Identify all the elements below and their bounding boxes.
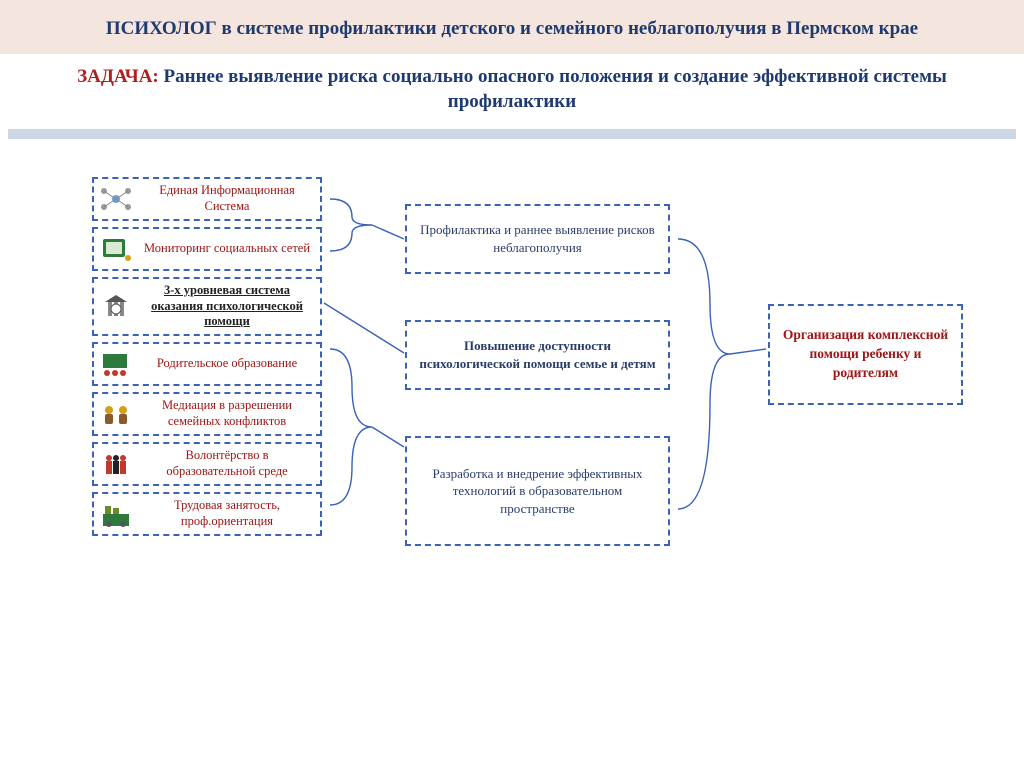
brace-mid-right [670, 204, 770, 544]
mid-label: Повышение доступности психологической по… [417, 337, 658, 372]
left-label: Волонтёрство в образовательной среде [140, 448, 314, 479]
crowd-icon [98, 448, 134, 480]
mid-label: Разработка и внедрение эффективных техно… [417, 465, 658, 518]
diagram-area: Единая Информационная Система Мониторинг… [0, 169, 1024, 729]
mid-box-access: Повышение доступности психологической по… [405, 320, 670, 390]
left-label: 3-х уровневая система оказания психологи… [140, 283, 314, 330]
factory-icon [98, 498, 134, 530]
board-icon [98, 348, 134, 380]
left-box-three-level: 3-х уровневая система оказания психологи… [92, 277, 322, 336]
task-text: Раннее выявление риска социально опасног… [164, 66, 947, 113]
left-box-monitoring: Мониторинг социальных сетей [92, 227, 322, 271]
screen-icon [98, 233, 134, 265]
left-label: Родительское образование [140, 356, 314, 372]
left-label: Мониторинг социальных сетей [140, 241, 314, 257]
brace-left-3 [322, 327, 407, 527]
network-icon [98, 183, 134, 215]
task-line: ЗАДАЧА: Раннее выявление риска социально… [0, 54, 1024, 129]
brace-left-1 [322, 177, 407, 273]
pillar-icon [98, 290, 134, 322]
left-box-volunteer: Волонтёрство в образовательной среде [92, 442, 322, 486]
left-column: Единая Информационная Система Мониторинг… [92, 177, 322, 542]
right-label: Организация комплексной помощи ребенку и… [783, 327, 948, 380]
people-icon [98, 398, 134, 430]
left-box-info-sys: Единая Информационная Система [92, 177, 322, 221]
left-label: Медиация в разрешении семейных конфликто… [140, 398, 314, 429]
divider-bar [8, 129, 1016, 139]
brace-left-2 [322, 281, 407, 325]
mid-box-tech: Разработка и внедрение эффективных техно… [405, 436, 670, 546]
page-title: ПСИХОЛОГ в системе профилактики детского… [106, 18, 918, 39]
left-box-parent-edu: Родительское образование [92, 342, 322, 386]
right-box-result: Организация комплексной помощи ребенку и… [768, 304, 963, 405]
left-label: Единая Информационная Система [140, 183, 314, 214]
left-box-mediation: Медиация в разрешении семейных конфликто… [92, 392, 322, 436]
mid-box-prevention: Профилактика и раннее выявление рисков н… [405, 204, 670, 274]
mid-label: Профилактика и раннее выявление рисков н… [417, 221, 658, 256]
left-box-labor: Трудовая занятость, проф.ориентация [92, 492, 322, 536]
title-band: ПСИХОЛОГ в системе профилактики детского… [0, 0, 1024, 54]
middle-column: Профилактика и раннее выявление рисков н… [405, 204, 670, 546]
left-label: Трудовая занятость, проф.ориентация [140, 498, 314, 529]
task-label: ЗАДАЧА: [77, 66, 163, 87]
